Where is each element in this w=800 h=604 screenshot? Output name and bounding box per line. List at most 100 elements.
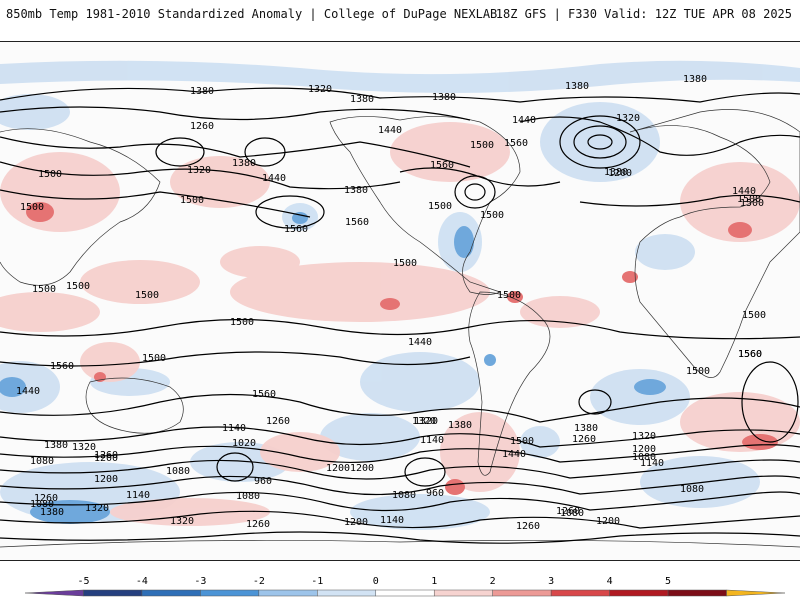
contour-label: 1320 xyxy=(632,431,656,442)
legend-tick-label: -5 xyxy=(77,576,89,587)
strong-cold-shading xyxy=(0,212,666,524)
contour-label: 1440 xyxy=(378,125,402,136)
contour-label: 1260 xyxy=(266,416,290,427)
map-canvas: 1380 1320 1380 1380 1380 1380 1320 1260 1440 1440… xyxy=(0,60,800,548)
contour-label: 1200 xyxy=(94,453,118,464)
legend-canvas: -5 -4 -3 -2 -1 0 1 2 3 4 5 xyxy=(24,576,786,597)
contour-label: 1320 xyxy=(85,503,109,514)
contour-label: 1200 xyxy=(350,463,374,474)
contour-label: 1260 xyxy=(190,121,214,132)
contour-label: 1320 xyxy=(414,416,438,427)
contour-label: 1200 xyxy=(326,463,350,474)
contour-label: 1440 xyxy=(16,386,40,397)
contour-label: 1080 xyxy=(560,508,584,519)
model-run-info: 18Z GFS | F330 Valid: 12Z TUE APR 08 202… xyxy=(495,7,792,21)
contour-label: 1560 xyxy=(252,389,276,400)
south-america-outline xyxy=(468,291,551,476)
legend-tick-label: -1 xyxy=(311,576,323,587)
contour-label: 1440 xyxy=(408,337,432,348)
contour-label: 1500 xyxy=(510,436,534,447)
contour-label: 1500 xyxy=(742,310,766,321)
legend-tick-label: -2 xyxy=(253,576,265,587)
legend-swatch xyxy=(667,589,727,597)
contour-label: 1140 xyxy=(222,423,246,434)
contour-label: 1260 xyxy=(572,434,596,445)
contour-label: 1320 xyxy=(412,416,436,427)
legend-tick-labels: -5 -4 -3 -2 -1 0 1 2 3 4 5 xyxy=(77,576,671,587)
contour-label: 1380 xyxy=(448,420,472,431)
contour-label: 960 xyxy=(254,476,272,487)
contour-label: 1380 xyxy=(44,440,68,451)
contour-label: 1500 xyxy=(135,290,159,301)
contour-label: 1500 xyxy=(180,195,204,206)
contour-label: 1080 xyxy=(30,456,54,467)
contour-label: 1080 xyxy=(30,499,54,510)
contour-label: 1140 xyxy=(420,435,444,446)
legend-swatch xyxy=(317,589,377,597)
contour-label: 1020 xyxy=(232,438,256,449)
contour-label: 1560 xyxy=(738,349,762,360)
legend-tick-label: 4 xyxy=(607,576,613,587)
contour-label: 1200 xyxy=(596,516,620,527)
height-contours xyxy=(0,87,800,544)
legend-swatch xyxy=(433,589,493,597)
legend-swatch xyxy=(200,589,260,597)
contour-label: 1200 xyxy=(344,517,368,528)
contour-label: 1380 xyxy=(40,507,64,518)
legend-swatch xyxy=(375,589,435,597)
contour-label: 1200 xyxy=(94,474,118,485)
legend-swatch xyxy=(609,589,669,597)
strong-warm-shading xyxy=(26,202,778,495)
contour-label: 1380 xyxy=(683,74,707,85)
contour-label: 1260 xyxy=(34,493,58,504)
contour-label: 1080 xyxy=(236,491,260,502)
contour-label: 1500 xyxy=(66,281,90,292)
contour-label: 1500 xyxy=(428,201,452,212)
contour-label: 1500 xyxy=(470,140,494,151)
legend-swatch xyxy=(83,589,143,597)
contour-label: 1500 xyxy=(480,210,504,221)
contour-label: 1140 xyxy=(126,490,150,501)
contour-label: 1500 xyxy=(393,258,417,269)
legend-tick-label: 0 xyxy=(373,576,379,587)
europe-africa-outline xyxy=(629,109,800,378)
contour-labels: 1380 1320 1380 1380 1380 1380 1320 1260 1440 1440… xyxy=(16,74,766,532)
contour-label: 1560 xyxy=(345,217,369,228)
legend-swatch xyxy=(492,589,552,597)
contour-label: 1560 xyxy=(504,138,528,149)
contour-label: 1440 xyxy=(502,449,526,460)
legend-color-bar xyxy=(24,589,786,597)
contour-label: 1560 xyxy=(284,224,308,235)
contour-label: 1380 xyxy=(604,167,628,178)
contour-label: 1380 xyxy=(344,185,368,196)
contour-label: 1500 xyxy=(497,290,521,301)
legend-tick-label: 1 xyxy=(431,576,437,587)
australia-outline xyxy=(85,377,184,434)
map-title: 850mb Temp 1981-2010 Standardized Anomal… xyxy=(6,7,498,21)
legend-swatch xyxy=(550,589,610,597)
header-bar: 850mb Temp 1981-2010 Standardized Anomal… xyxy=(0,0,800,30)
contour-label: 960 xyxy=(426,488,444,499)
legend-tick-label: -4 xyxy=(136,576,148,587)
contour-label: 1320 xyxy=(72,442,96,453)
contour-label: 1560 xyxy=(738,349,762,360)
legend-swatch xyxy=(258,589,318,597)
contour-label: 1260 xyxy=(556,506,580,517)
contour-label: 1440 xyxy=(512,115,536,126)
legend-arrow-min xyxy=(24,589,84,597)
contour-label: 1500 xyxy=(20,202,44,213)
anomaly-map: 1380 1320 1380 1380 1380 1380 1320 1260 1440 1440… xyxy=(0,41,800,561)
legend-tick-label: 2 xyxy=(490,576,496,587)
legend-tick-label: 5 xyxy=(665,576,671,587)
contour-label: 1500 xyxy=(230,317,254,328)
contour-label: 1440 xyxy=(262,173,286,184)
contour-label: 1200 xyxy=(632,444,656,455)
contour-label: 1320 xyxy=(187,165,211,176)
contour-label: 1140 xyxy=(380,515,404,526)
asia-outline xyxy=(0,128,161,286)
legend-tick-label: -3 xyxy=(194,576,206,587)
legend-tick-label: 3 xyxy=(548,576,554,587)
contour-label: 1200 xyxy=(608,168,632,179)
contour-label: 1260 xyxy=(516,521,540,532)
contour-label: 1380 xyxy=(574,423,598,434)
